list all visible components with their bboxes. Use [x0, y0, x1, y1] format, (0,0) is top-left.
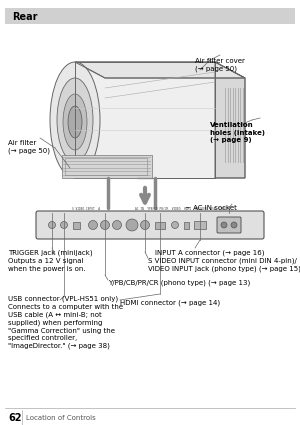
Ellipse shape: [140, 221, 149, 230]
Ellipse shape: [88, 221, 98, 230]
Text: INPUT A connector (→ page 16): INPUT A connector (→ page 16): [155, 250, 265, 257]
Text: Rear: Rear: [12, 12, 38, 22]
Ellipse shape: [57, 78, 93, 162]
Ellipse shape: [100, 221, 109, 230]
Text: Location of Controls: Location of Controls: [26, 415, 96, 421]
Polygon shape: [215, 62, 245, 178]
Text: S VIDEO INPUT connector (mini DIN 4-pin)/
VIDEO INPUT jack (phono type) (→ page : S VIDEO INPUT connector (mini DIN 4-pin)…: [148, 258, 300, 272]
Text: USB connector (VPL-HS51 only)
Connects to a computer with the
USB cable (A ↔ min: USB connector (VPL-HS51 only) Connects t…: [8, 296, 123, 349]
Bar: [155, 221, 165, 229]
Text: 62: 62: [8, 413, 22, 423]
Text: Ventilation
holes (intake)
(→ page 9): Ventilation holes (intake) (→ page 9): [210, 122, 265, 143]
Text: Air filter cover
(→ page 50): Air filter cover (→ page 50): [195, 58, 245, 72]
Bar: [184, 221, 188, 229]
Polygon shape: [75, 62, 215, 178]
Ellipse shape: [221, 222, 227, 228]
Text: ~ AC IN socket: ~ AC IN socket: [185, 205, 237, 211]
Ellipse shape: [49, 221, 56, 229]
Ellipse shape: [63, 94, 87, 150]
Ellipse shape: [231, 222, 237, 228]
Ellipse shape: [61, 221, 68, 229]
Ellipse shape: [50, 62, 100, 178]
Polygon shape: [75, 62, 245, 78]
Text: Y/PB/CB/PR/CR (phono type) (→ page 13): Y/PB/CB/PR/CR (phono type) (→ page 13): [108, 280, 250, 286]
Bar: [5, 8, 295, 24]
Bar: [65, 158, 147, 175]
Ellipse shape: [68, 106, 82, 138]
Bar: [194, 221, 206, 229]
Ellipse shape: [112, 221, 122, 230]
Ellipse shape: [126, 219, 138, 231]
Text: HDMI connector (→ page 14): HDMI connector (→ page 14): [120, 300, 220, 306]
Text: TRIGGER jack (minijack)
Outputs a 12 V signal
when the power is on.: TRIGGER jack (minijack) Outputs a 12 V s…: [8, 250, 93, 272]
Text: S VIDEO INPUT  A                    AC IN  YPB/CB PR/CR  VIDEO  HDMI  TRIGGER  U: S VIDEO INPUT A AC IN YPB/CB PR/CR VIDEO…: [72, 207, 228, 211]
FancyBboxPatch shape: [36, 211, 264, 239]
Ellipse shape: [172, 221, 178, 229]
Text: Air filter
(→ page 50): Air filter (→ page 50): [8, 140, 50, 154]
FancyBboxPatch shape: [217, 217, 241, 233]
Bar: [62, 155, 152, 178]
Bar: [73, 221, 80, 229]
